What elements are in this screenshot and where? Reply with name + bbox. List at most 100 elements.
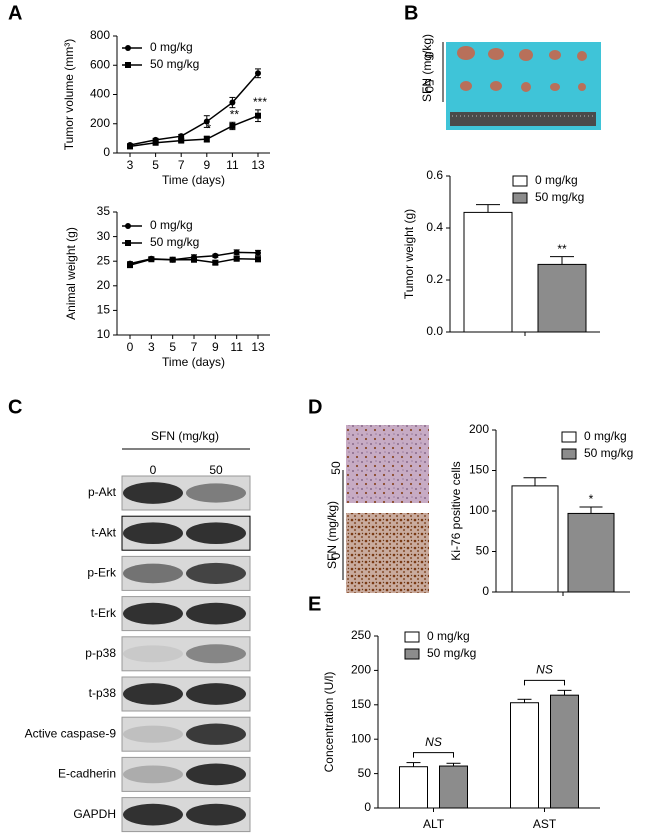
legend-label: 50 mg/kg xyxy=(535,190,584,204)
point xyxy=(233,255,240,262)
y-axis-label: Ki-76 positive cells xyxy=(449,461,463,560)
error-bar xyxy=(517,698,532,703)
y-tick-label: 30 xyxy=(97,229,111,243)
legend-swatch xyxy=(561,448,577,460)
legend-label: 50 mg/kg xyxy=(427,646,476,660)
photo-axis-label: SFN (mg/kg) xyxy=(325,501,339,569)
y-axis-label: Concentration (U/l) xyxy=(322,672,336,773)
x-tick-label: 9 xyxy=(203,158,210,172)
point xyxy=(127,262,133,269)
point xyxy=(203,118,210,125)
bar xyxy=(567,512,615,593)
legend-label: 0 mg/kg xyxy=(150,218,193,232)
point xyxy=(212,259,219,266)
y-tick-label: 0.2 xyxy=(426,272,443,286)
legend-label: 50 mg/kg xyxy=(584,446,633,460)
panel-label: A xyxy=(8,2,22,24)
series-line xyxy=(129,72,259,146)
y-tick-label: 0 xyxy=(364,800,371,814)
bar xyxy=(511,485,559,593)
y-tick-label: 800 xyxy=(90,28,110,42)
bar xyxy=(537,263,587,333)
legend-label: 0 mg/kg xyxy=(584,429,627,443)
western-blot: SFN (mg/kg) 0 50 xyxy=(122,429,250,477)
blot-row-label: GAPDH xyxy=(73,807,116,821)
tumor-photo xyxy=(446,42,601,130)
point xyxy=(255,70,261,77)
blot-row-label: Active caspase-9 xyxy=(25,726,117,740)
legend-marker xyxy=(125,223,131,229)
photo-row-label: 50 xyxy=(329,461,343,475)
point xyxy=(212,252,219,259)
blot-band xyxy=(186,602,246,625)
legend-label: 0 mg/kg xyxy=(427,629,470,643)
y-tick-label: 0 xyxy=(103,145,110,159)
ihc-image xyxy=(346,513,429,593)
y-tick-label: 100 xyxy=(351,731,371,745)
bar xyxy=(510,702,539,809)
x-axis-label: Time (days) xyxy=(162,173,225,187)
significance: * xyxy=(206,121,211,135)
significance: ** xyxy=(557,242,567,256)
error-bar xyxy=(476,204,500,213)
y-tick-label: 35 xyxy=(97,204,111,218)
y-tick-label: 25 xyxy=(97,253,111,267)
legend-swatch xyxy=(512,192,528,204)
ihc-image xyxy=(346,425,429,503)
blot-row-label: p-Erk xyxy=(87,566,117,580)
blot-row-label: t-Erk xyxy=(91,606,117,620)
blot-row-label: t-Akt xyxy=(91,525,116,539)
photo-axis-label: SFN (mg/kg) xyxy=(420,34,434,102)
blot-band xyxy=(186,803,246,826)
point xyxy=(255,112,261,119)
y-tick-label: 10 xyxy=(97,327,111,341)
blot-band xyxy=(123,602,183,625)
significance: *** xyxy=(253,95,267,109)
x-tick-label: 5 xyxy=(169,340,176,354)
legend-swatch xyxy=(404,631,420,643)
legend-label: 50 mg/kg xyxy=(150,57,199,71)
significance: NS xyxy=(425,735,442,749)
y-tick-label: 150 xyxy=(351,697,371,711)
y-tick-label: 150 xyxy=(469,463,489,477)
y-tick-label: 100 xyxy=(469,503,489,517)
y-tick-label: 200 xyxy=(351,663,371,677)
x-tick-label: 9 xyxy=(212,340,219,354)
point xyxy=(229,122,236,129)
significance: * xyxy=(589,492,594,506)
y-tick-label: 0 xyxy=(482,584,489,598)
panel-label: B xyxy=(404,2,418,24)
y-tick-label: 0.6 xyxy=(426,168,443,182)
point xyxy=(178,137,185,144)
point xyxy=(169,256,176,263)
point xyxy=(255,256,261,263)
blot-band xyxy=(123,563,183,584)
point xyxy=(148,256,155,263)
blot-band xyxy=(123,522,183,545)
y-tick-label: 15 xyxy=(97,303,111,317)
y-axis-label: Animal weight (g) xyxy=(64,227,78,320)
y-tick-label: 600 xyxy=(90,57,110,71)
y-tick-label: 20 xyxy=(97,278,111,292)
x-tick-label: ALT xyxy=(423,817,445,831)
lane-label: 50 xyxy=(209,463,223,477)
lane-label: 0 xyxy=(150,463,157,477)
blot-row-label: p-Akt xyxy=(88,485,117,499)
y-tick-label: 0.4 xyxy=(426,220,443,234)
blot-row-label: E-cadherin xyxy=(58,767,116,781)
legend-swatch xyxy=(561,431,577,443)
legend-label: 0 mg/kg xyxy=(150,40,193,54)
x-axis-label: Time (days) xyxy=(162,355,225,369)
bracket xyxy=(413,752,454,758)
x-tick-label: 7 xyxy=(178,158,185,172)
blot-band xyxy=(186,683,246,705)
blot-band xyxy=(123,482,183,504)
error-bar xyxy=(523,477,547,486)
legend-marker xyxy=(125,240,131,246)
panel-label: E xyxy=(308,593,321,615)
point xyxy=(203,136,210,143)
bar xyxy=(439,765,468,809)
bar xyxy=(463,211,513,333)
photo-row-label: 50 xyxy=(422,79,436,93)
